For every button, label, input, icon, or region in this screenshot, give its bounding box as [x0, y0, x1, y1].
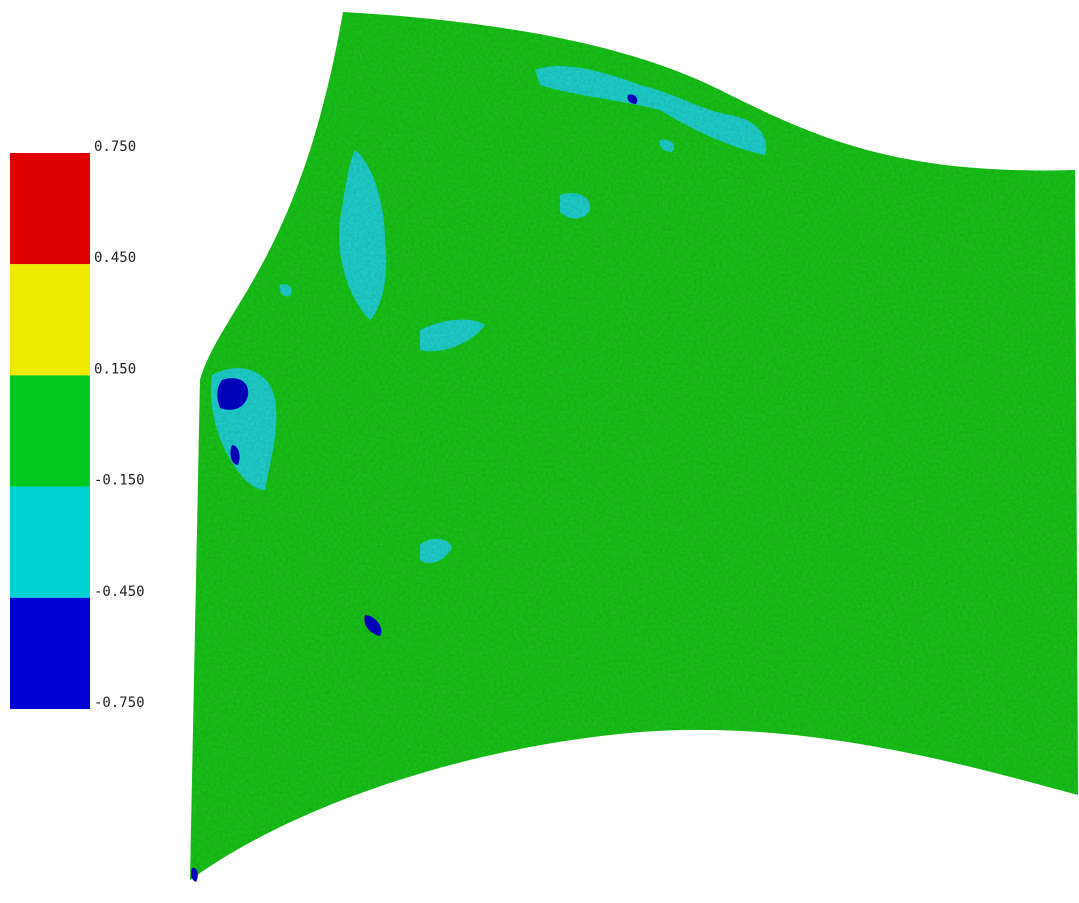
- legend-band: [10, 375, 90, 486]
- legend-band: [10, 598, 90, 709]
- legend-label: -0.750: [94, 695, 145, 711]
- legend-label: 0.150: [94, 361, 136, 377]
- deviation-map-view: 0.750 0.450 0.150 -0.150 -0.450 -0.750: [0, 0, 1079, 903]
- legend-label: -0.450: [94, 584, 145, 600]
- legend-band: [10, 264, 90, 375]
- legend-label: 0.450: [94, 250, 136, 266]
- surface-body: [190, 12, 1078, 880]
- legend-band: [10, 153, 90, 264]
- legend-label: -0.150: [94, 473, 145, 489]
- surface: [190, 12, 1078, 882]
- legend-label: 0.750: [94, 139, 136, 155]
- color-legend: 0.750 0.450 0.150 -0.150 -0.450 -0.750: [10, 139, 145, 711]
- legend-band: [10, 487, 90, 598]
